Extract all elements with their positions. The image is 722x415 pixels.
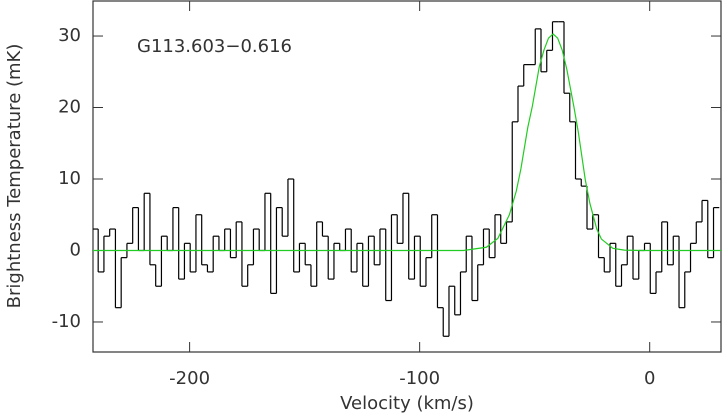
y-tick-label: 30 bbox=[58, 25, 81, 46]
annotation: G113.603−0.616 bbox=[137, 36, 292, 57]
y-tick-label: 20 bbox=[58, 97, 81, 118]
y-axis-label: Brightness Temperature (mK) bbox=[4, 44, 25, 309]
y-tick-label: -10 bbox=[52, 311, 81, 332]
x-tick-label: 0 bbox=[644, 368, 655, 389]
plot-frame bbox=[92, 0, 722, 353]
y-tick-label: 10 bbox=[58, 168, 81, 189]
x-tick-label: -100 bbox=[399, 368, 440, 389]
x-axis-label: Velocity (km/s) bbox=[340, 393, 474, 414]
fit-curve bbox=[93, 33, 721, 252]
y-tick-label: 0 bbox=[70, 239, 81, 260]
x-tick-label: -200 bbox=[169, 368, 210, 389]
